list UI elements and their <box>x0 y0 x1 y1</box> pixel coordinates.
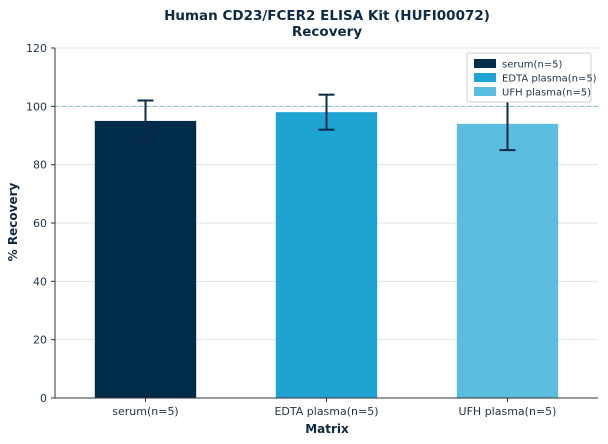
x-tick-label-2: UFH plasma(n=5) <box>459 405 557 418</box>
legend-swatch-0 <box>474 59 496 68</box>
y-axis-label: % Recovery <box>6 183 20 262</box>
y-tick-label-0: 0 <box>40 392 47 405</box>
x-axis-label: Matrix <box>305 422 349 436</box>
chart-title: Human CD23/FCER2 ELISA Kit (HUFI00072) <box>164 8 490 24</box>
legend-label-2: UFH plasma(n=5) <box>502 88 591 99</box>
legend-box <box>466 52 592 103</box>
x-tick-label-1: EDTA plasma(n=5) <box>274 405 378 418</box>
y-tick-label-120: 120 <box>26 42 47 55</box>
bars <box>94 112 559 399</box>
x-ticks: serum(n=5) EDTA plasma(n=5) UFH plasma(n=5… <box>112 398 556 418</box>
y-tick-label-80: 80 <box>33 159 47 172</box>
y-tick-label-100: 100 <box>26 100 47 113</box>
legend-swatch-2 <box>474 87 496 96</box>
bar-0 <box>94 120 197 399</box>
y-tick-label-20: 20 <box>33 334 47 347</box>
legend-label-1: EDTA plasma(n=5) <box>502 74 597 85</box>
error-bars <box>137 93 516 152</box>
bar-1 <box>275 112 378 399</box>
legend: serum(n=5) EDTA plasma(n=5) UFH plasma(n=5… <box>466 52 597 103</box>
bar-2 <box>456 123 559 398</box>
y-tick-label-60: 60 <box>33 217 47 230</box>
y-ticks: 0 20 40 60 80 100 120 <box>26 42 55 405</box>
y-tick-label-40: 40 <box>33 275 47 288</box>
legend-label-0: serum(n=5) <box>502 60 563 71</box>
chart-subtitle: Recovery <box>292 24 362 40</box>
legend-swatch-1 <box>474 73 496 82</box>
x-tick-label-0: serum(n=5) <box>112 405 178 418</box>
